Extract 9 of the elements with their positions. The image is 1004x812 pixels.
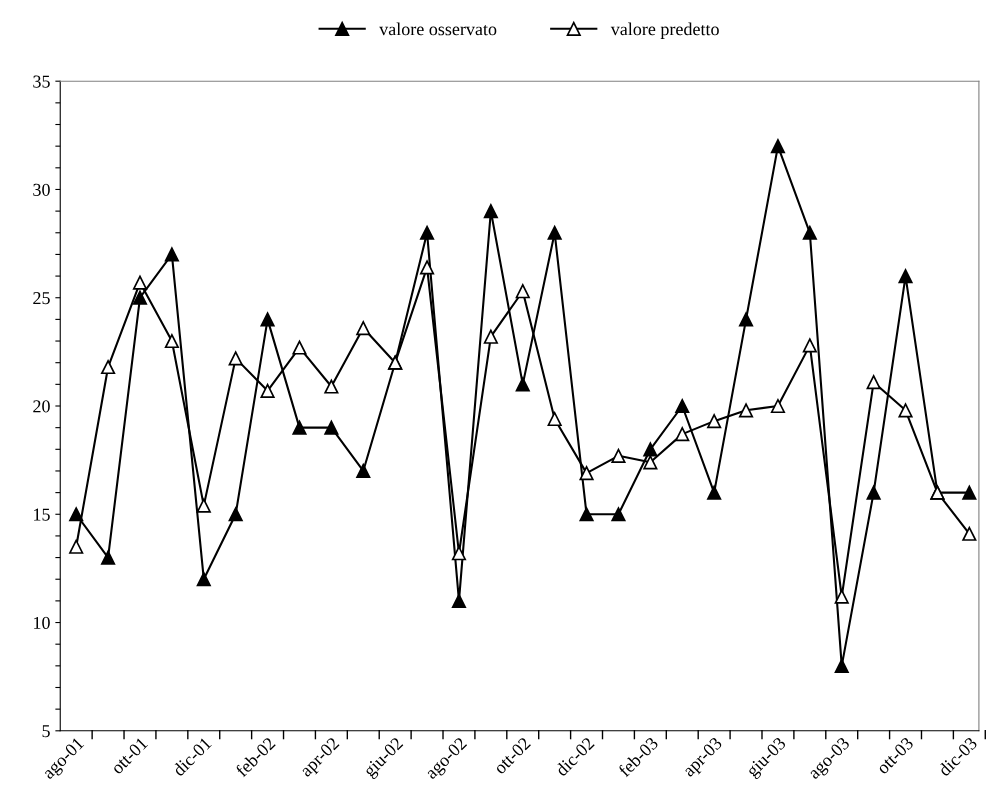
y-tick-label: 25 [33,292,50,305]
y-tick-label: 20 [33,400,50,413]
y-tick-label: 5 [42,725,50,738]
y-tick-label: 15 [34,508,50,521]
y-tick-label: 35 [33,75,50,88]
legend-label: valore osservato [379,22,497,36]
y-tick-label: 10 [34,616,50,629]
legend-label: valore predetto [610,22,719,39]
y-tick-label: 30 [33,183,50,196]
